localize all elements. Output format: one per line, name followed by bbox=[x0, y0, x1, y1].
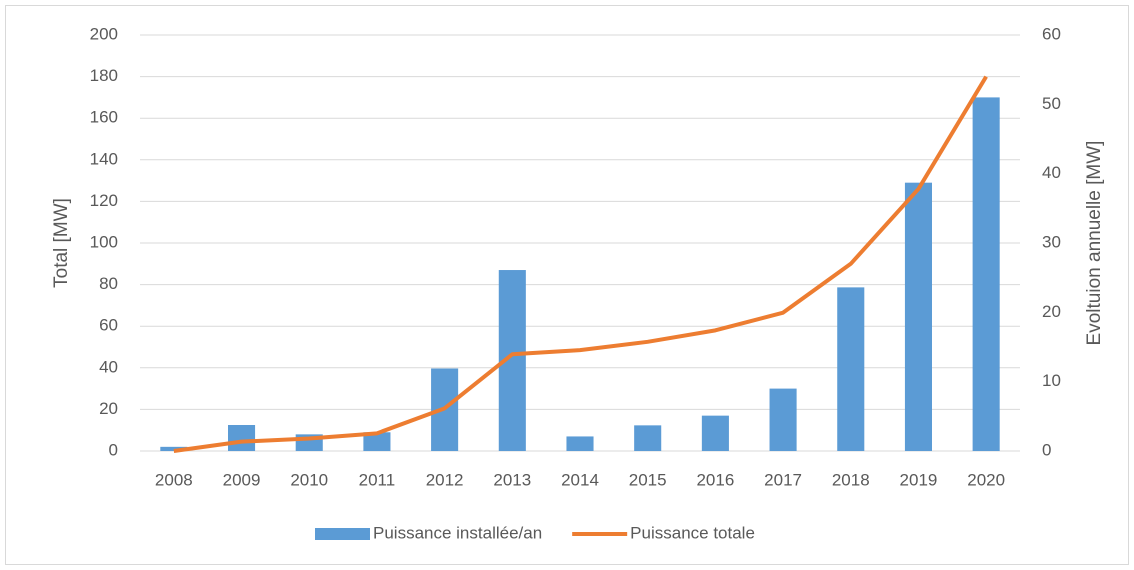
y-tick-label: 120 bbox=[90, 191, 118, 210]
y-tick-label: 180 bbox=[90, 66, 118, 85]
y-tick-label: 0 bbox=[109, 440, 118, 459]
x-tick-label: 2016 bbox=[696, 470, 734, 489]
y2-tick-label: 40 bbox=[1042, 163, 1061, 182]
bar bbox=[160, 446, 188, 451]
bar bbox=[701, 415, 729, 451]
x-tick-label: 2010 bbox=[290, 470, 328, 489]
bar bbox=[363, 432, 391, 451]
y-tick-label: 140 bbox=[90, 149, 118, 168]
x-tick-label: 2017 bbox=[764, 470, 802, 489]
x-tick-label: 2019 bbox=[900, 470, 938, 489]
y-tick-label: 200 bbox=[90, 24, 118, 43]
legend-label: Puissance installée/an bbox=[373, 523, 542, 542]
y2-tick-label: 60 bbox=[1042, 24, 1061, 43]
bar bbox=[566, 436, 594, 451]
x-tick-label: 2015 bbox=[629, 470, 667, 489]
x-tick-label: 2009 bbox=[223, 470, 261, 489]
legend-swatch bbox=[315, 528, 370, 540]
bar bbox=[634, 425, 662, 451]
y-axis-label: Total [MW] bbox=[51, 198, 72, 288]
x-tick-label: 2011 bbox=[359, 470, 396, 489]
x-tick-label: 2008 bbox=[155, 470, 193, 489]
bar bbox=[228, 425, 256, 451]
y-tick-label: 40 bbox=[99, 357, 118, 376]
y2-tick-label: 30 bbox=[1042, 232, 1061, 251]
x-tick-label: 2014 bbox=[561, 470, 599, 489]
y2-tick-label: 0 bbox=[1042, 440, 1051, 459]
y2-tick-label: 50 bbox=[1042, 94, 1061, 113]
y2-tick-label: 20 bbox=[1042, 302, 1061, 321]
y2-tick-label: 10 bbox=[1042, 371, 1061, 390]
x-tick-label: 2012 bbox=[426, 470, 464, 489]
x-tick-label: 2013 bbox=[493, 470, 531, 489]
line bbox=[173, 75, 988, 453]
y-tick-label: 20 bbox=[99, 399, 118, 418]
bar bbox=[904, 182, 932, 451]
x-tick-label: 2020 bbox=[967, 470, 1005, 489]
x-tick-label: 2018 bbox=[832, 470, 870, 489]
bar bbox=[972, 97, 1000, 452]
y-tick-label: 80 bbox=[99, 274, 118, 293]
legend-label: Puissance totale bbox=[630, 523, 755, 542]
bar bbox=[769, 388, 797, 451]
y-tick-label: 100 bbox=[90, 232, 118, 251]
y-tick-label: 60 bbox=[99, 316, 118, 335]
y-tick-label: 160 bbox=[90, 108, 118, 127]
bar bbox=[837, 287, 865, 451]
y2-axis-label: Evoltuion annuelle [MW] bbox=[1084, 141, 1105, 346]
